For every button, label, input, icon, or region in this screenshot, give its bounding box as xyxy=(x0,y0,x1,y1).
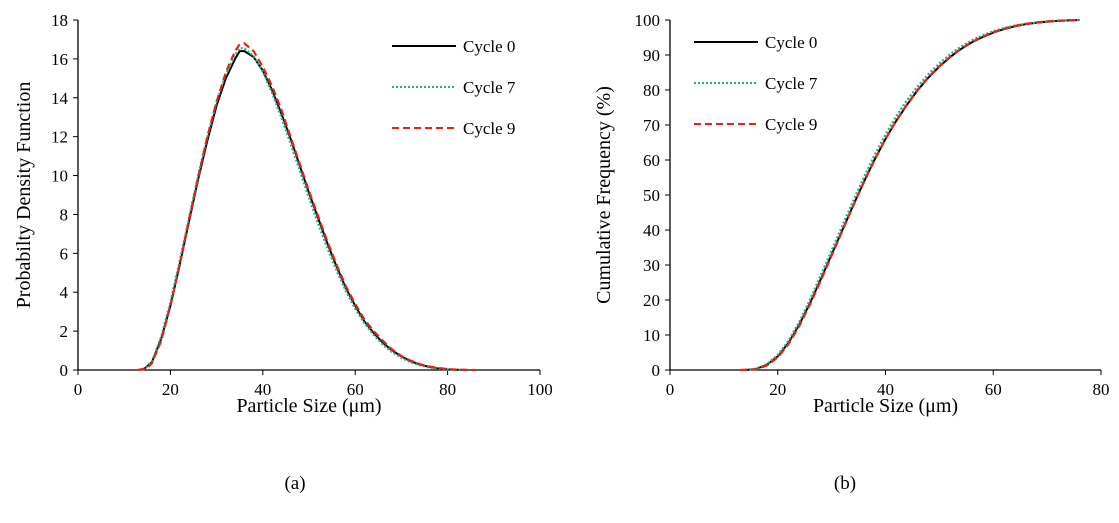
x-axis-label: Particle Size (μm) xyxy=(813,395,958,417)
y-tick-label: 0 xyxy=(60,361,69,380)
x-tick-label: 0 xyxy=(666,380,675,399)
legend-label: Cycle 7 xyxy=(765,74,818,93)
y-tick-label: 12 xyxy=(51,128,68,147)
y-tick-label: 90 xyxy=(643,46,660,65)
x-tick-label: 100 xyxy=(527,380,553,399)
y-axis-label: Cumulative Frequency (%) xyxy=(593,86,615,304)
y-tick-label: 40 xyxy=(643,221,660,240)
x-tick-label: 0 xyxy=(74,380,83,399)
y-tick-label: 0 xyxy=(652,361,661,380)
y-tick-label: 100 xyxy=(635,11,661,30)
y-tick-label: 30 xyxy=(643,256,660,275)
chart-panel-a: 0 2 4 6 8 10 12 14 16 18 0 20 40 60 80 100 Particle Size… xyxy=(13,11,553,494)
y-tick-label: 70 xyxy=(643,116,660,135)
series-line-cycle-7 xyxy=(745,18,1080,372)
series-line-cycle-0 xyxy=(745,19,1080,371)
x-tick-label: 60 xyxy=(985,380,1002,399)
y-tick-label: 2 xyxy=(60,322,69,341)
panel-caption: (b) xyxy=(834,473,856,494)
legend-label: Cycle 9 xyxy=(463,119,515,138)
x-tick-label: 40 xyxy=(254,380,271,399)
y-tick-label: 18 xyxy=(51,11,68,30)
x-tick-label: 80 xyxy=(1093,380,1110,399)
y-tick-label: 14 xyxy=(51,89,69,108)
x-tick-label: 80 xyxy=(439,380,456,399)
y-tick-label: 6 xyxy=(60,244,69,263)
series-line-cycle-9 xyxy=(137,42,476,372)
x-tick-label: 20 xyxy=(162,380,179,399)
legend-label: Cycle 0 xyxy=(463,37,515,56)
y-tick-label: 20 xyxy=(643,291,660,310)
x-tick-label: 60 xyxy=(347,380,364,399)
y-tick-label: 10 xyxy=(51,167,68,186)
legend-label: Cycle 7 xyxy=(463,78,516,97)
legend-label: Cycle 0 xyxy=(765,33,817,52)
x-tick-label: 40 xyxy=(877,380,894,399)
y-tick-label: 80 xyxy=(643,81,660,100)
chart-panel-b: 0 10 20 30 40 50 60 70 80 90 100 0 20 40 60 80 Particle … xyxy=(593,11,1110,494)
y-tick-label: 60 xyxy=(643,151,660,170)
y-tick-label: 10 xyxy=(643,326,660,345)
y-tick-label: 8 xyxy=(60,205,69,224)
series-line-cycle-9 xyxy=(740,18,1080,372)
y-tick-label: 4 xyxy=(60,283,69,302)
y-tick-label: 50 xyxy=(643,186,660,205)
y-tick-label: 16 xyxy=(51,50,68,69)
panel-caption: (a) xyxy=(284,473,305,494)
x-tick-label: 20 xyxy=(769,380,786,399)
y-axis-label: Probabilty Density Function xyxy=(13,82,35,309)
legend-label: Cycle 9 xyxy=(765,115,817,134)
x-axis-label: Particle Size (μm) xyxy=(236,395,381,417)
